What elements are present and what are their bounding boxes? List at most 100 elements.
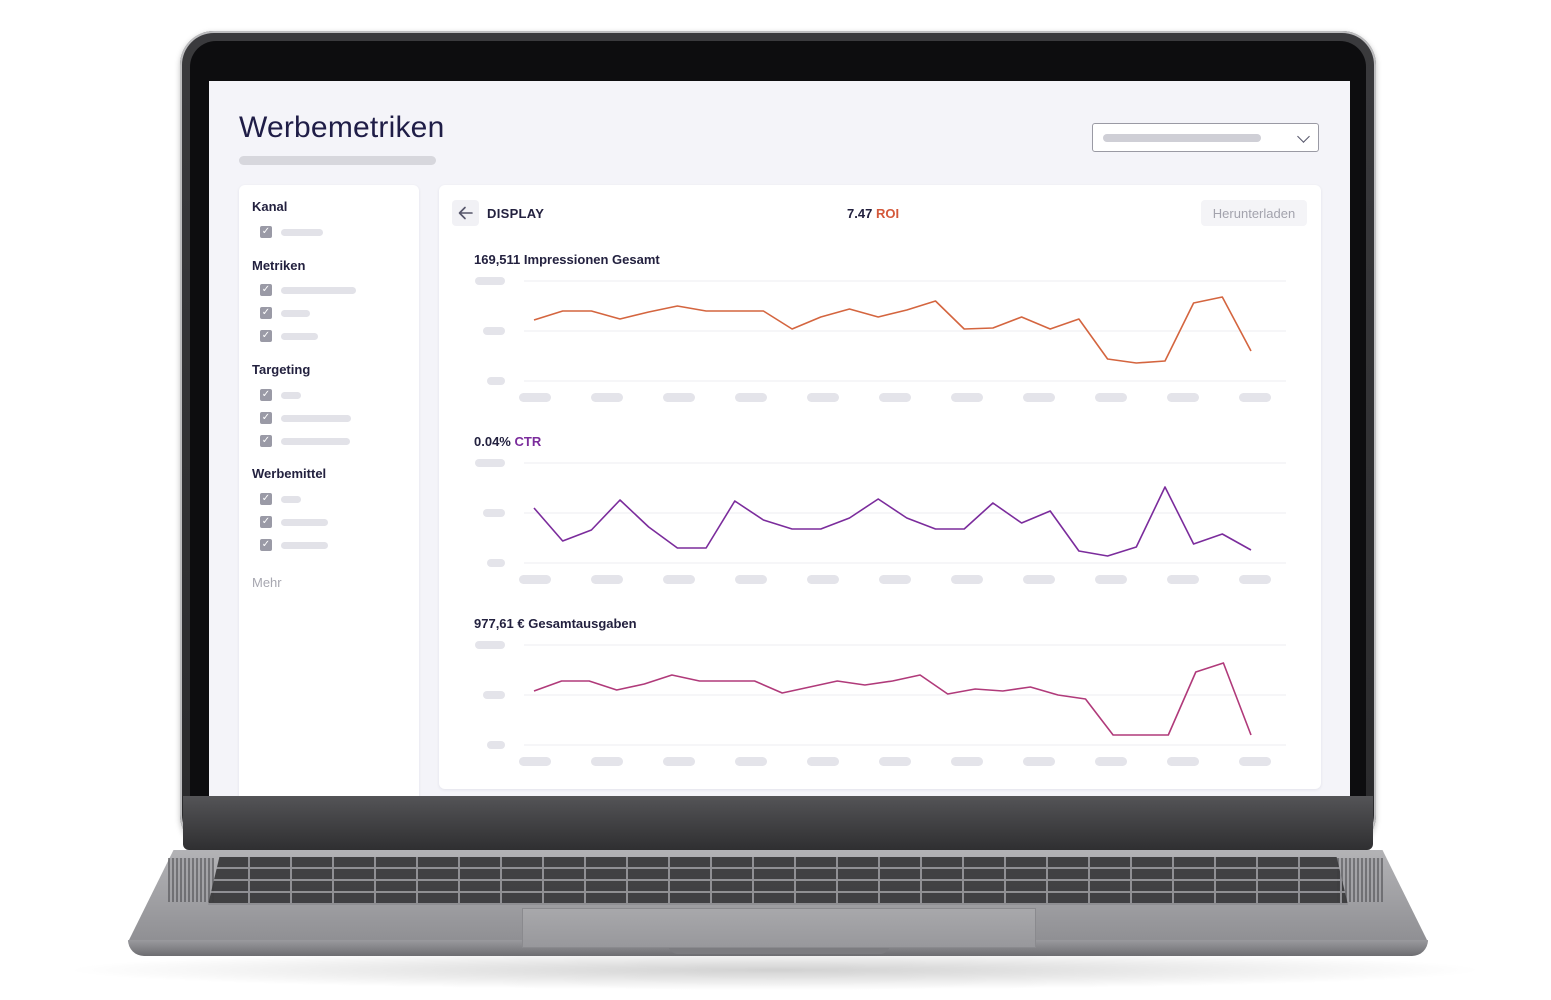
filter-sidebar: Kanal ✓ Metriken ✓ ✓ ✓ Targeting ✓ ✓ ✓ W… xyxy=(239,185,419,796)
x-tick-placeholder xyxy=(519,575,551,584)
checkbox-targeting-2[interactable]: ✓ xyxy=(260,412,272,424)
impressions-label: Impressionen Gesamt xyxy=(523,252,660,267)
arrow-left-icon xyxy=(458,206,473,220)
series-line xyxy=(533,296,1252,364)
checkbox-label-placeholder xyxy=(281,229,323,236)
x-tick-placeholder xyxy=(519,393,551,402)
ctr-value: 0.04% xyxy=(474,434,511,449)
x-tick-placeholder xyxy=(1239,393,1271,402)
x-tick-placeholder xyxy=(591,757,623,766)
checkbox-label-placeholder xyxy=(281,519,328,526)
impressions-total: 169,511 xyxy=(474,252,521,267)
checkbox-label-placeholder xyxy=(281,310,310,317)
spend-chart-title: 977,61 € Gesamtausgaben xyxy=(474,616,637,631)
page-title: Werbemetriken xyxy=(239,111,445,144)
impressions-chart xyxy=(475,277,1286,402)
back-button[interactable] xyxy=(452,200,479,226)
checkbox-metriken-2[interactable]: ✓ xyxy=(260,307,272,319)
checkbox-label-placeholder xyxy=(281,287,356,294)
group-title-metriken: Metriken xyxy=(252,258,306,273)
x-tick-placeholder xyxy=(1023,757,1055,766)
checkbox-label-placeholder xyxy=(281,496,301,503)
x-tick-placeholder xyxy=(735,757,767,766)
laptop-notch xyxy=(668,944,890,954)
x-tick-placeholder xyxy=(735,575,767,584)
x-tick-placeholder xyxy=(807,575,839,584)
x-tick-placeholder xyxy=(591,393,623,402)
checkbox-werbemittel-3[interactable]: ✓ xyxy=(260,539,272,551)
x-tick-placeholder xyxy=(1095,393,1127,402)
x-tick-placeholder xyxy=(807,393,839,402)
checkbox-metriken-1[interactable]: ✓ xyxy=(260,284,272,296)
checkbox-label-placeholder xyxy=(281,333,318,340)
checkbox-label-placeholder xyxy=(281,438,350,445)
checkbox-werbemittel-1[interactable]: ✓ xyxy=(260,493,272,505)
laptop-hinge xyxy=(183,796,1373,850)
select-value-placeholder xyxy=(1103,134,1261,142)
ctr-chart xyxy=(475,459,1286,584)
y-tick-placeholder xyxy=(487,741,505,749)
spend-label: Gesamtausgaben xyxy=(528,616,637,631)
x-tick-placeholder xyxy=(1167,575,1199,584)
x-tick-placeholder xyxy=(951,757,983,766)
x-tick-placeholder xyxy=(591,575,623,584)
roi-summary: 7.47 ROI xyxy=(847,206,899,221)
checkbox-label-placeholder xyxy=(281,415,351,422)
x-tick-placeholder xyxy=(663,757,695,766)
x-tick-placeholder xyxy=(735,393,767,402)
spend-total: 977,61 € xyxy=(474,616,525,631)
checkbox-label-placeholder xyxy=(281,542,328,549)
channel-name: DISPLAY xyxy=(487,206,545,221)
checkbox-metriken-3[interactable]: ✓ xyxy=(260,330,272,342)
x-tick-placeholder xyxy=(663,393,695,402)
checkbox-label-placeholder xyxy=(281,392,301,399)
checkbox-werbemittel-2[interactable]: ✓ xyxy=(260,516,272,528)
x-tick-placeholder xyxy=(1167,393,1199,402)
x-tick-placeholder xyxy=(951,393,983,402)
roi-label: ROI xyxy=(875,206,900,221)
x-tick-placeholder xyxy=(1095,575,1127,584)
x-tick-placeholder xyxy=(879,393,911,402)
y-tick-placeholder xyxy=(475,277,505,285)
y-tick-placeholder xyxy=(483,691,505,699)
impressions-chart-title: 169,511 Impressionen Gesamt xyxy=(474,252,660,267)
x-tick-placeholder xyxy=(1239,575,1271,584)
series-line xyxy=(533,486,1252,557)
filter-select[interactable] xyxy=(1092,123,1319,152)
x-tick-placeholder xyxy=(519,757,551,766)
y-tick-placeholder xyxy=(487,377,505,385)
x-tick-placeholder xyxy=(663,575,695,584)
y-tick-placeholder xyxy=(483,327,505,335)
checkbox-targeting-1[interactable]: ✓ xyxy=(260,389,272,401)
x-tick-placeholder xyxy=(879,575,911,584)
series-line xyxy=(533,662,1252,736)
metrics-panel: DISPLAY 7.47 ROI Herunterladen 169,511 I… xyxy=(439,185,1321,789)
checkbox-targeting-3[interactable]: ✓ xyxy=(260,435,272,447)
screen: Werbemetriken Kanal ✓ Metriken ✓ ✓ ✓ Tar… xyxy=(209,81,1350,796)
x-tick-placeholder xyxy=(807,757,839,766)
group-title-werbemittel: Werbemittel xyxy=(252,466,327,481)
y-tick-placeholder xyxy=(487,559,505,567)
x-tick-placeholder xyxy=(1095,757,1127,766)
checkbox-kanal-1[interactable]: ✓ xyxy=(260,226,272,238)
chevron-down-icon xyxy=(1297,130,1310,143)
group-title-kanal: Kanal xyxy=(252,199,288,214)
x-tick-placeholder xyxy=(951,575,983,584)
subtitle-placeholder xyxy=(239,156,436,165)
x-tick-placeholder xyxy=(1167,757,1199,766)
x-tick-placeholder xyxy=(1239,757,1271,766)
download-button[interactable]: Herunterladen xyxy=(1201,200,1307,226)
x-tick-placeholder xyxy=(1023,393,1055,402)
speaker-grille-left xyxy=(168,858,214,902)
roi-value: 7.47 xyxy=(847,206,873,221)
keyboard xyxy=(208,857,1348,905)
trackpad xyxy=(522,908,1036,948)
ctr-label: CTR xyxy=(514,434,542,449)
more-link[interactable]: Mehr xyxy=(252,575,282,590)
x-tick-placeholder xyxy=(1023,575,1055,584)
y-tick-placeholder xyxy=(475,641,505,649)
group-title-targeting: Targeting xyxy=(252,362,311,377)
spend-chart xyxy=(475,641,1286,766)
laptop-shadow xyxy=(60,950,1490,990)
ctr-chart-title: 0.04% CTR xyxy=(474,434,541,449)
